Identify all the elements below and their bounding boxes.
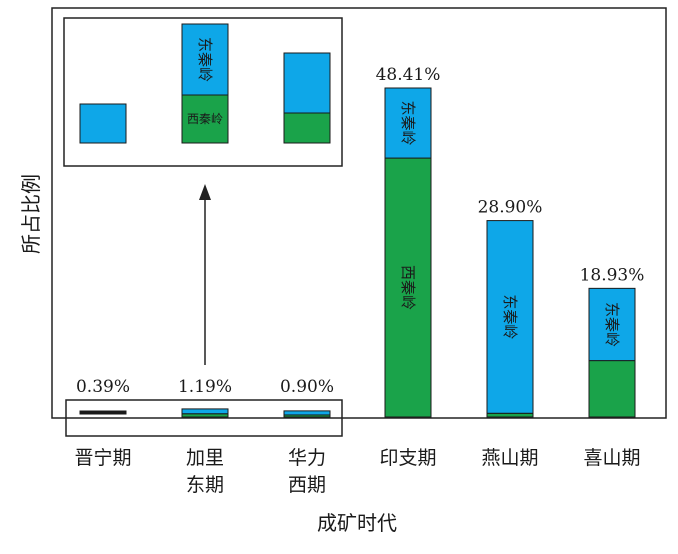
segment-label-2: 东秦岭 (501, 294, 519, 339)
inset-frame (63, 17, 343, 167)
bar-segment-3-1 (384, 87, 432, 159)
bar-segment-5-0 (588, 360, 636, 418)
inset-bar-segment-1-1 (181, 23, 229, 96)
x-axis-title: 成矿时代 (317, 511, 397, 535)
category-label-2-0: 华力 (288, 447, 326, 469)
category-label-4-0: 燕山期 (481, 447, 538, 469)
category-label-1-0: 加里 (186, 447, 224, 469)
total-label-4: 28.90% (478, 198, 543, 218)
highlight-frame (65, 399, 343, 437)
inset-label-1: 西秦岭 (187, 112, 223, 126)
y-axis-title: 所占比例 (19, 174, 43, 254)
inset-bar-segment-1-0 (181, 94, 229, 144)
bar-segment-4-1 (486, 220, 534, 414)
segment-label-1: 东秦岭 (399, 101, 417, 146)
segment-label-0: 西秦岭 (399, 265, 417, 310)
total-label-1: 1.19% (178, 377, 232, 397)
bar-segment-5-1 (588, 287, 636, 362)
plot-frame (51, 7, 667, 419)
total-label-3: 48.41% (376, 65, 441, 85)
category-label-2-1: 西期 (288, 474, 326, 496)
zoom-arrow-head (199, 184, 211, 200)
inset-bar-segment-2-0 (283, 112, 331, 144)
total-label-0: 0.39% (76, 377, 130, 397)
inset-label-0: 东秦岭 (196, 37, 214, 82)
bar-segment-2-1 (283, 410, 331, 416)
inset-bar-segment-2-1 (283, 52, 331, 114)
category-label-1-1: 东期 (186, 474, 224, 496)
bar-segment-3-0 (384, 157, 432, 418)
total-label-2: 0.90% (280, 377, 334, 397)
segment-label-3: 东秦岭 (603, 302, 621, 347)
inset-bar-segment-0-1 (79, 103, 127, 144)
bar-segment-4-0 (486, 412, 534, 418)
total-label-5: 18.93% (580, 265, 645, 285)
bar-segment-0-1 (79, 410, 127, 415)
inset-bars-group (79, 23, 331, 144)
bar-segment-1-1 (181, 408, 229, 415)
category-label-5-0: 喜山期 (583, 447, 640, 469)
category-label-3-0: 印支期 (379, 447, 436, 469)
bars-group (79, 87, 636, 418)
category-label-0-0: 晋宁期 (74, 447, 131, 469)
